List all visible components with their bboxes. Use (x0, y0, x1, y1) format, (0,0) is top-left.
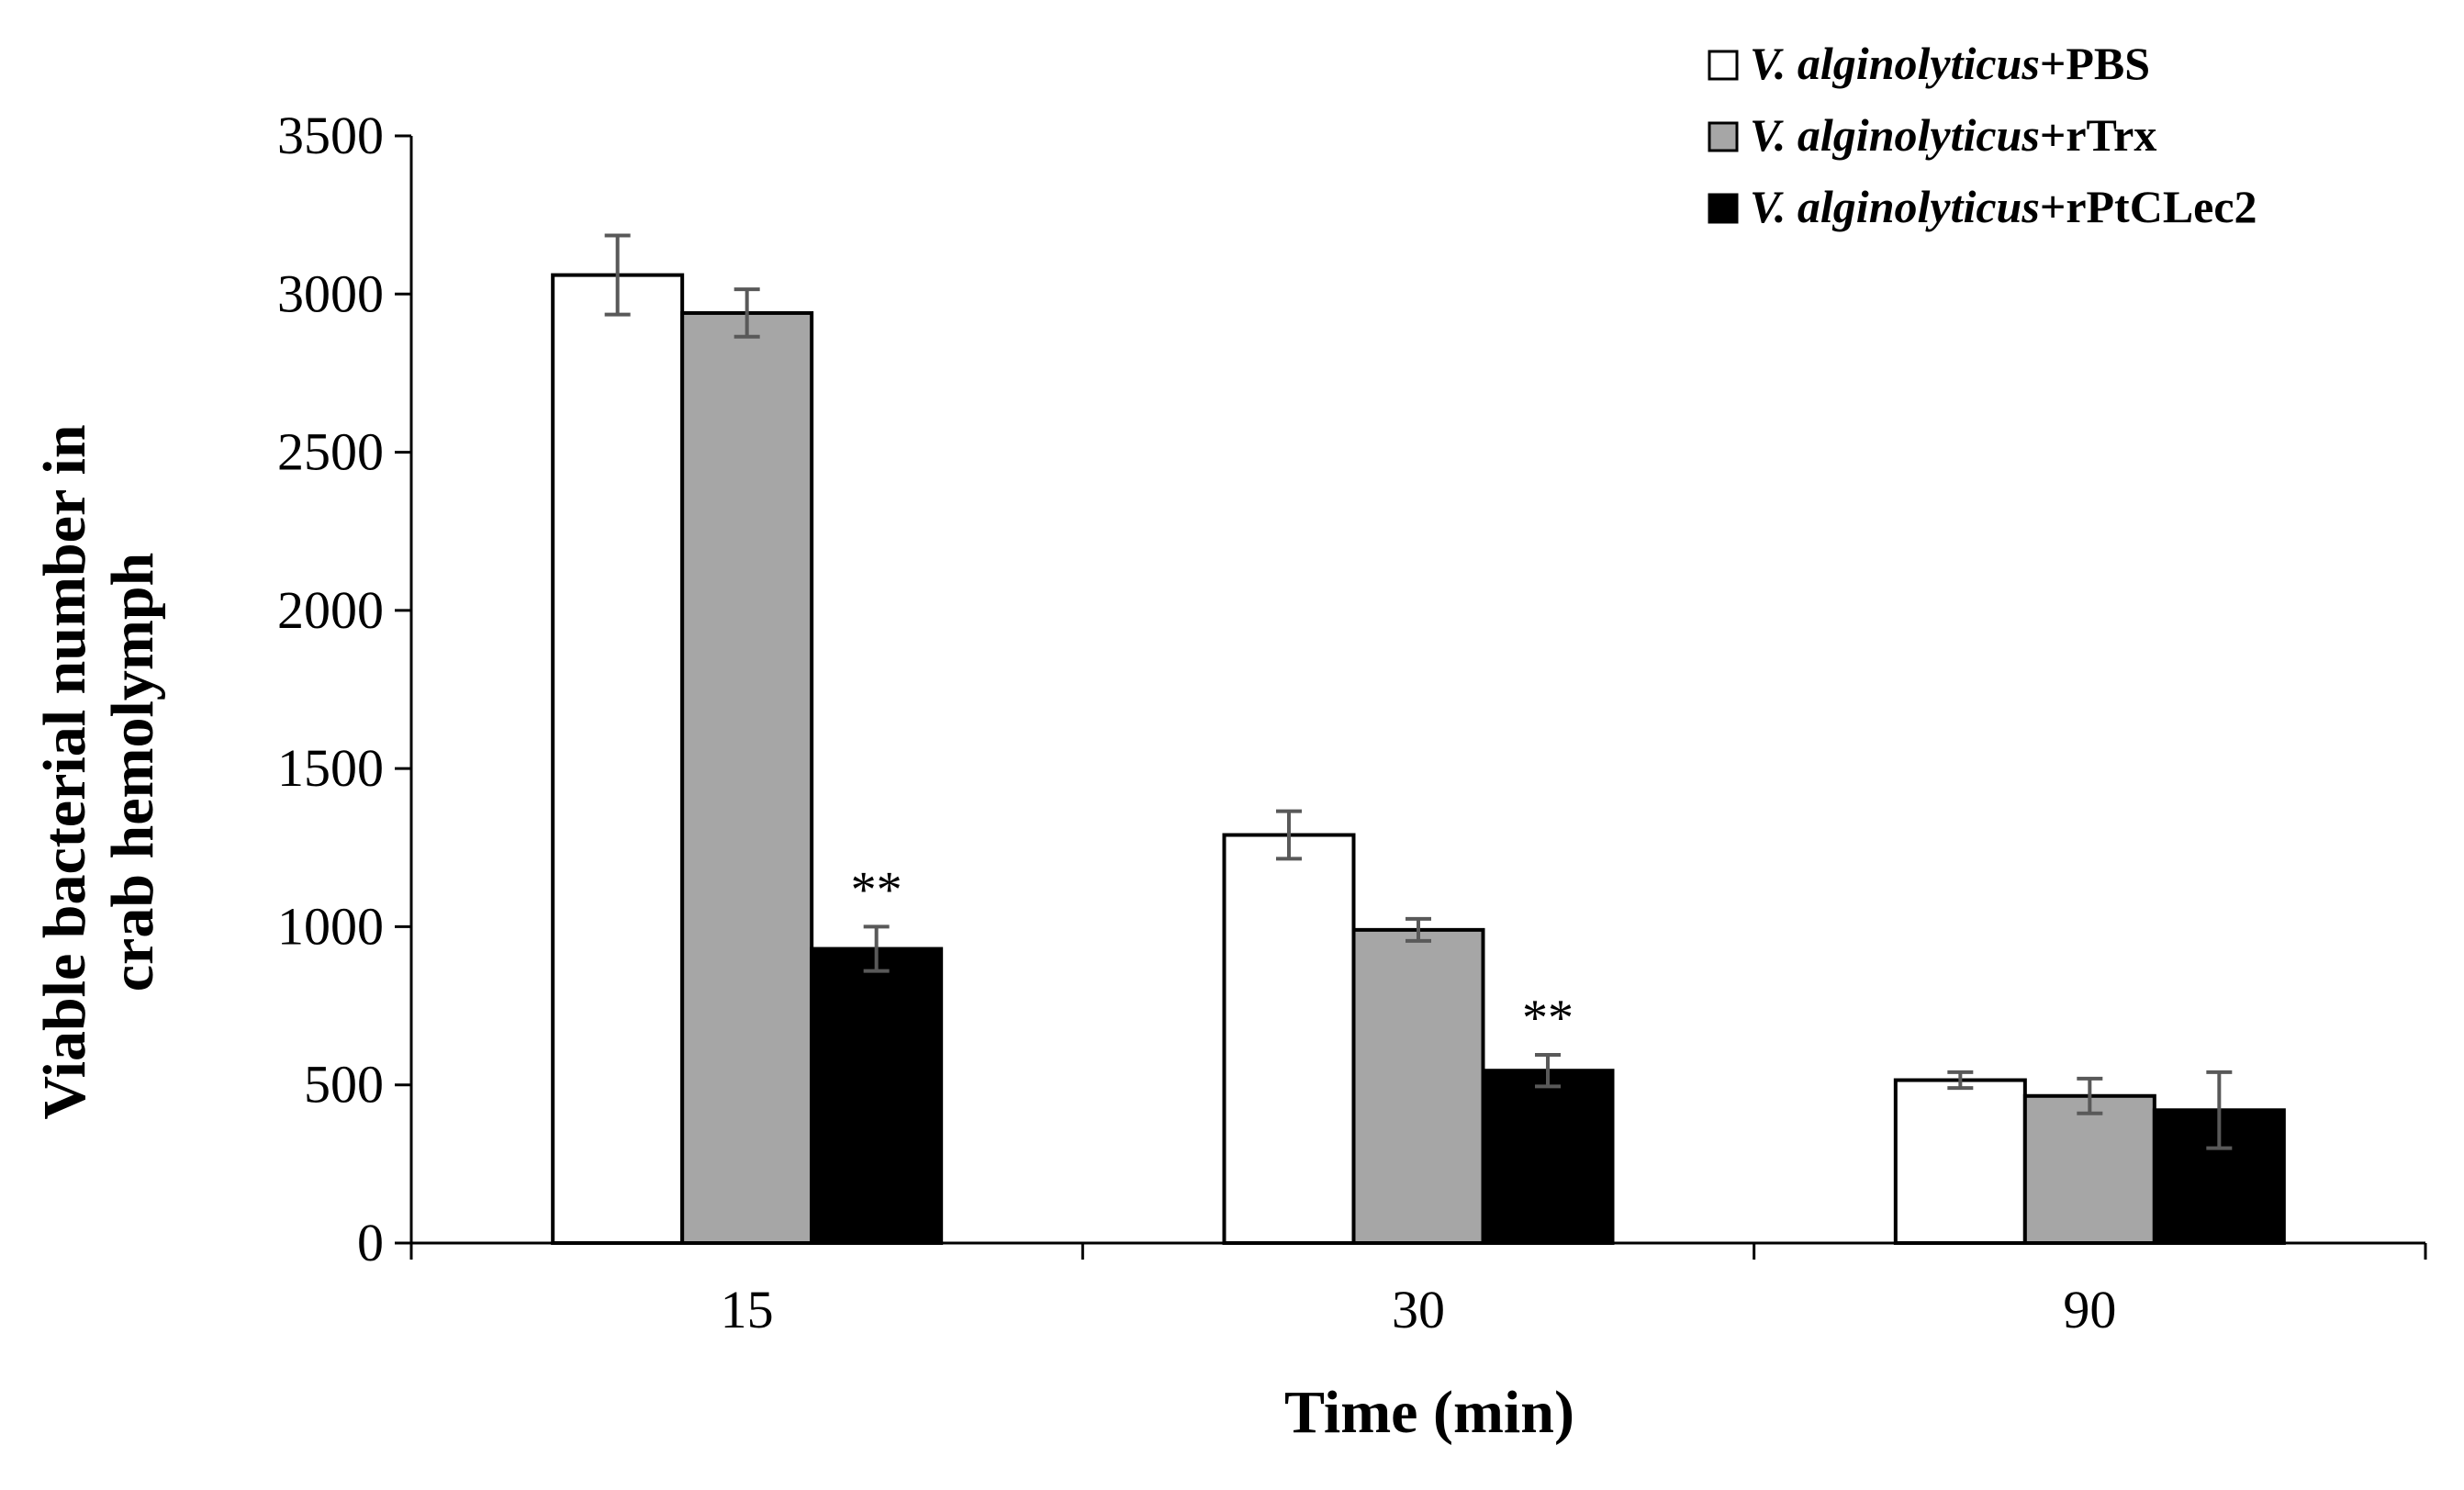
legend-species: V. alginolyticus (1750, 181, 2040, 232)
legend-species: V. alginolyticus (1750, 109, 2040, 161)
bar-pbs-30 (1222, 833, 1356, 1245)
labels-group: ** ** (851, 861, 1574, 1047)
bar-pbs-15 (551, 273, 685, 1245)
bar-rptclec2-15 (810, 947, 944, 1245)
y-axis-title: Viable bacterial number incrab hemolymph (31, 424, 166, 1119)
legend-swatch (1708, 50, 1739, 81)
legend-label: V. alginolyticus+rPtCLec2 (1750, 181, 2257, 232)
legend-label: V. alginolyticus+rTrx (1750, 109, 2156, 161)
axes: 0 500 1000 1500 2000 2500 3000 3500 15 30 90 Time (… (31, 106, 2427, 1446)
x-tick-label: 30 (1392, 1280, 1445, 1339)
legend-treatment: +rPtCLec2 (2040, 181, 2257, 232)
legend-label: V. alginolyticus+PBS (1750, 38, 2150, 89)
y-axis-title-line: crab hemolymph (99, 553, 166, 992)
y-tick-label: 3500 (277, 106, 384, 165)
legend-swatch (1708, 193, 1739, 224)
y-tick-label: 500 (304, 1055, 384, 1115)
y-tick-label: 1500 (277, 738, 384, 798)
bar-rtrx-15 (680, 310, 814, 1245)
y-tick-label: 0 (357, 1213, 384, 1272)
legend-species: V. alginolyticus (1750, 38, 2040, 89)
significance-label: ** (1522, 990, 1574, 1047)
y-tick-label: 2500 (277, 422, 384, 482)
legend-treatment: +PBS (2040, 38, 2150, 89)
y-tick-label: 3000 (277, 263, 384, 323)
x-axis-title: Time (min) (1284, 1379, 1574, 1446)
bar-pbs-90 (1893, 1078, 2027, 1245)
error-bars-group (604, 233, 2233, 1150)
bar-rtrx-90 (2022, 1093, 2156, 1245)
bar-rptclec2-30 (1481, 1069, 1615, 1246)
bars-group (551, 273, 2286, 1246)
y-axis-title-line: Viable bacterial number in (31, 424, 98, 1119)
y-tick-label: 1000 (277, 896, 384, 956)
significance-label: ** (851, 861, 902, 918)
legend-swatch (1708, 121, 1739, 152)
x-tick-label: 90 (2063, 1280, 2116, 1339)
bar-rtrx-30 (1351, 927, 1485, 1245)
y-tick-label: 2000 (277, 580, 384, 640)
legend-treatment: +rTrx (2040, 109, 2157, 161)
x-tick-label: 15 (721, 1280, 774, 1339)
